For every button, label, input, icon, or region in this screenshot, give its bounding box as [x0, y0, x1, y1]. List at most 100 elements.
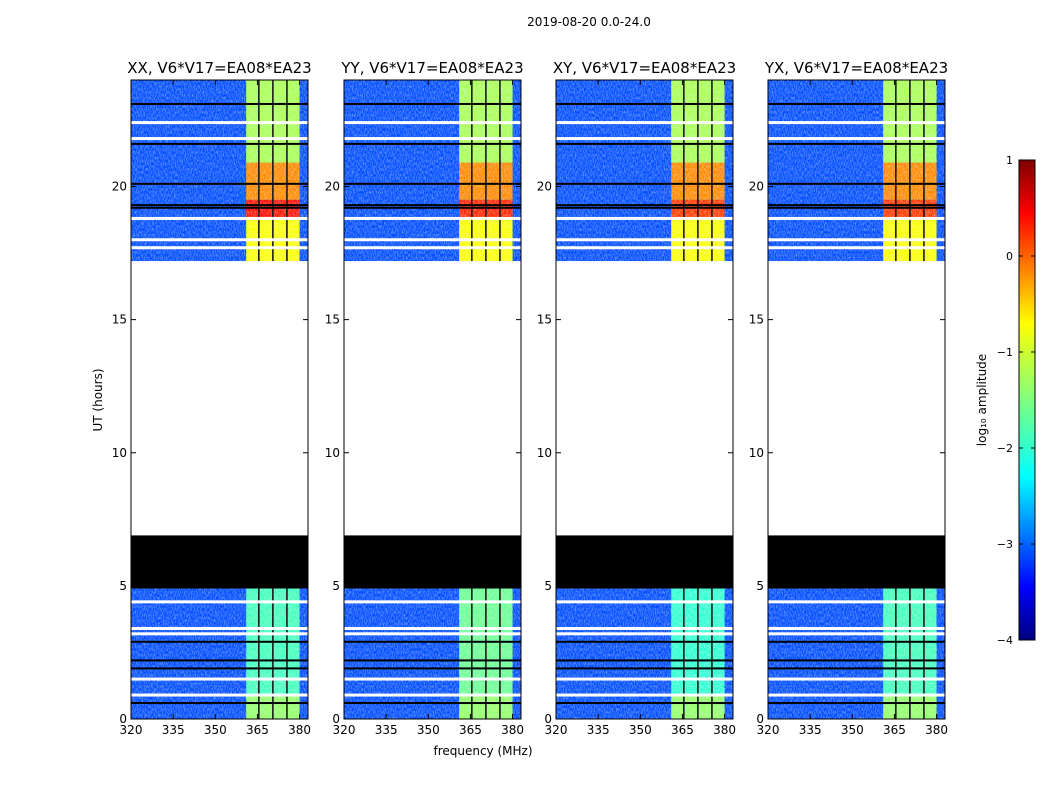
y-tick-label: 10	[325, 446, 340, 460]
colorbar-tick-label: −2	[997, 442, 1013, 455]
flagged-row-blank	[344, 693, 521, 697]
flagged-row-black	[768, 542, 945, 545]
noise-texture	[344, 588, 521, 719]
flagged-row-blank	[768, 626, 945, 630]
flagged-row-black	[556, 640, 733, 643]
flagged-row-black	[131, 102, 308, 105]
flagged-row-blank	[768, 137, 945, 141]
x-tick-label: 365	[459, 723, 482, 737]
y-tick-label: 20	[537, 180, 552, 194]
panel-title: XY, V6*V17=EA08*EA23	[553, 59, 736, 77]
flagged-row-black	[768, 667, 945, 670]
flagged-row-black	[131, 182, 308, 185]
y-tick-label: 15	[537, 313, 552, 327]
flagged-row-blank	[556, 137, 733, 141]
y-tick-label: 10	[537, 446, 552, 460]
flagged-row-blank	[131, 137, 308, 141]
y-tick-label: 20	[112, 180, 127, 194]
flagged-row-blank	[556, 632, 733, 636]
y-tick-label: 0	[544, 712, 552, 726]
flagged-row-blank	[768, 693, 945, 697]
colorbar-tick-label: −4	[997, 634, 1013, 647]
region-no_data	[131, 261, 308, 536]
y-tick-label: 10	[112, 446, 127, 460]
y-tick-label: 5	[119, 579, 127, 593]
panel-image	[768, 80, 945, 719]
panel-yy: YY, V6*V17=EA08*EA23 320 335 350 365 380 0 5 10 1…	[325, 59, 524, 737]
x-tick-label: 380	[288, 723, 311, 737]
region-no_data	[768, 261, 945, 536]
panel-xx: XX, V6*V17=EA08*EA23 320 335 350 365 380 0 5 10 1…	[112, 59, 312, 737]
flagged-row-blank	[768, 238, 945, 242]
flagged-row-blank	[556, 238, 733, 242]
flagged-row-black	[344, 702, 521, 705]
flagged-row-blank	[556, 216, 733, 220]
flagged-row-blank	[131, 632, 308, 636]
noise-texture	[556, 588, 733, 719]
flagged-row-blank	[768, 677, 945, 681]
x-tick-label: 365	[246, 723, 269, 737]
y-tick-label: 5	[332, 579, 340, 593]
y-tick-label: 0	[756, 712, 764, 726]
flagged-row-blank	[131, 238, 308, 242]
flagged-row-black	[131, 659, 308, 662]
colorbar: 1 0 −1 −2 −3 −4 log₁₀ amplitude	[975, 154, 1036, 647]
flagged-row-black	[556, 667, 733, 670]
flagged-row-blank	[556, 693, 733, 697]
flagged-row-black	[131, 206, 308, 209]
flagged-row-black	[131, 542, 308, 545]
x-tick-label: 380	[925, 723, 948, 737]
flagged-row-black	[344, 182, 521, 185]
flagged-row-blank	[344, 216, 521, 220]
flagged-row-black	[344, 204, 521, 207]
x-tick-label: 320	[120, 723, 143, 737]
y-tick-label: 0	[119, 712, 127, 726]
flagged-row-black	[131, 640, 308, 643]
flagged-row-black	[768, 204, 945, 207]
colorbar-gradient	[1018, 159, 1036, 641]
x-tick-label: 335	[587, 723, 610, 737]
flagged-row-blank	[131, 693, 308, 697]
flagged-row-black	[131, 702, 308, 705]
flagged-row-black	[556, 102, 733, 105]
flagged-row-blank	[344, 246, 521, 250]
panel-xy: XY, V6*V17=EA08*EA23 320 335 350 365 380 0 5 10 1…	[537, 59, 736, 737]
colorbar-ticks: 1 0 −1 −2 −3 −4	[997, 154, 1035, 647]
flagged-row-black	[768, 102, 945, 105]
y-tick-label: 10	[749, 446, 764, 460]
y-tick-label: 15	[325, 313, 340, 327]
flagged-row-black	[768, 206, 945, 209]
noise-texture	[556, 80, 733, 262]
panel-frame	[130, 79, 309, 720]
flagged-row-black	[556, 142, 733, 145]
y-tick-label: 20	[749, 180, 764, 194]
x-tick-label: 320	[333, 723, 356, 737]
flagged-row-black	[344, 659, 521, 662]
figure-title: 2019-08-20 0.0-24.0	[527, 15, 651, 29]
colorbar-tick-label: −1	[997, 346, 1013, 359]
x-tick-label: 335	[162, 723, 185, 737]
flagged-row-black	[768, 640, 945, 643]
x-tick-label: 350	[629, 723, 652, 737]
x-tick-label: 350	[417, 723, 440, 737]
flagged-row-black	[556, 659, 733, 662]
flagged-row-black	[768, 182, 945, 185]
flagged-row-black	[344, 142, 521, 145]
flagged-row-black	[344, 640, 521, 643]
flagged-row-black	[344, 206, 521, 209]
flagged-row-black	[556, 204, 733, 207]
flagged-row-blank	[768, 632, 945, 636]
flagged-row-blank	[768, 246, 945, 250]
flagged-row-blank	[344, 600, 521, 604]
flagged-row-blank	[344, 238, 521, 242]
noise-texture	[768, 588, 945, 719]
noise-texture	[344, 80, 521, 262]
flagged-row-blank	[131, 600, 308, 604]
x-tick-label: 335	[375, 723, 398, 737]
x-tick-label: 350	[841, 723, 864, 737]
colorbar-tick-label: −3	[997, 538, 1013, 551]
x-tick-label: 380	[501, 723, 524, 737]
flagged-row-blank	[556, 246, 733, 250]
flagged-row-blank	[556, 626, 733, 630]
colorbar-label: log₁₀ amplitude	[975, 354, 989, 446]
